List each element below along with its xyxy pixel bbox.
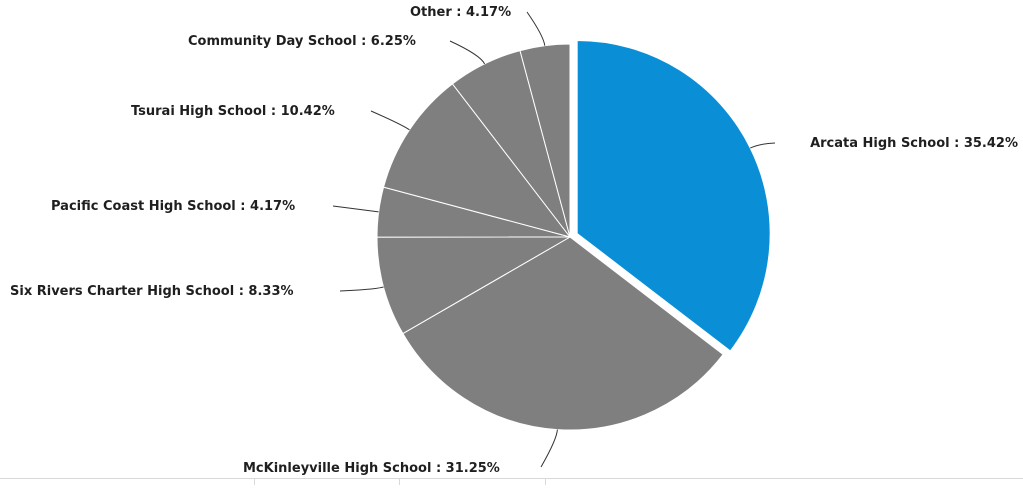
slice-label: Six Rivers Charter High School : 8.33% [10,284,294,299]
leader-line [370,110,410,131]
leader-line [332,205,379,213]
leader-line [750,142,776,149]
labels-layer: Arcata High School : 35.42% McKinleyville… [10,5,1018,476]
bottom-table-strip [0,478,1023,485]
slice-label: Arcata High School : 35.42% [810,136,1018,151]
leader-line [449,40,486,65]
slices-layer [376,39,771,431]
strip-divider [399,479,400,485]
strip-divider [254,479,255,485]
leader-line [339,286,384,292]
pie-slice[interactable] [402,236,724,431]
slice-label: McKinleyville High School : 31.25% [243,461,500,476]
strip-divider [545,479,546,485]
slice-label: Tsurai High School : 10.42% [131,104,335,119]
pie-slice[interactable] [519,43,571,238]
slice-label: Community Day School : 6.25% [188,34,416,49]
leaders-layer [332,11,776,468]
leader-line [540,429,558,468]
pie-slice[interactable] [376,236,572,335]
leader-line [526,11,546,46]
pie-slice[interactable] [576,39,771,352]
pie-slice[interactable] [382,83,572,238]
slice-label: Pacific Coast High School : 4.17% [51,199,295,214]
slice-label: Other : 4.17% [410,5,511,20]
